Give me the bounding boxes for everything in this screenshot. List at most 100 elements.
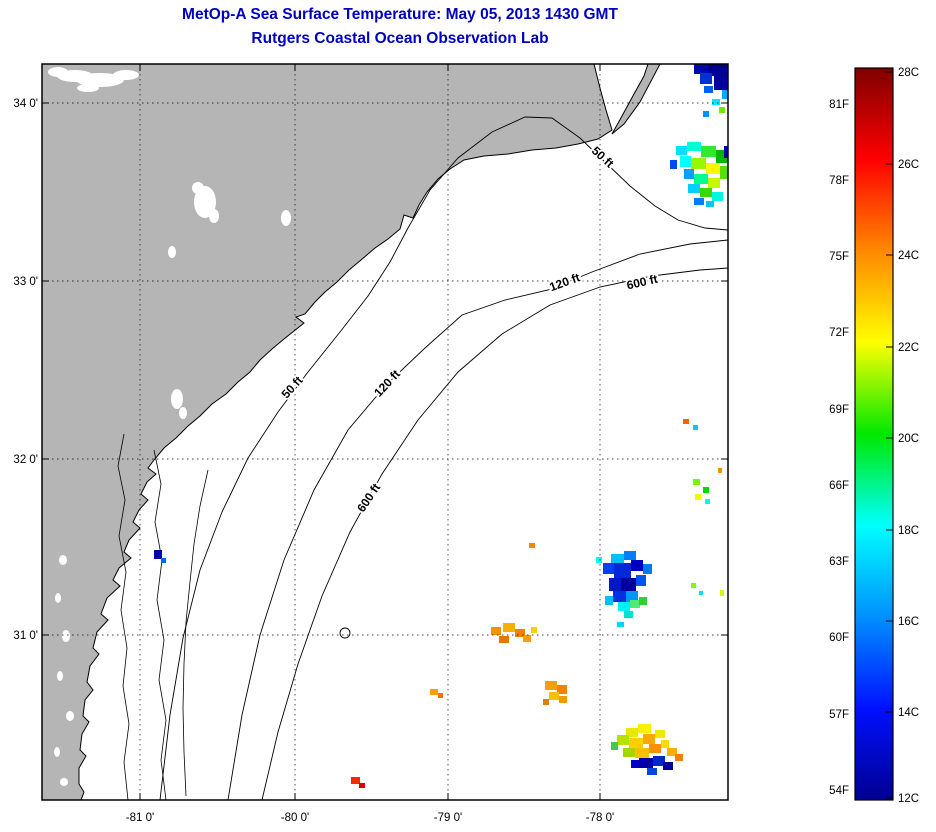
sst-pixel xyxy=(636,575,646,586)
sst-pixel xyxy=(684,169,694,179)
sst-pixel xyxy=(720,166,728,179)
cbar-label-66f: 66F xyxy=(829,480,849,492)
contour-ring xyxy=(339,627,351,639)
sst-pixel xyxy=(712,99,720,105)
sst-pixel xyxy=(631,560,643,571)
cbar-label-12c: 12C xyxy=(898,793,919,805)
sst-pixel xyxy=(688,184,700,193)
sst-pixel xyxy=(694,64,708,74)
sst-pixel xyxy=(675,754,683,761)
sst-pixel xyxy=(724,146,728,158)
cbar-label-18c: 18C xyxy=(898,525,919,537)
sst-pixel xyxy=(643,564,652,574)
x-tick-label-79w: -79 0' xyxy=(434,812,462,824)
sst-pixel xyxy=(613,591,626,602)
cbar-label-20c: 20C xyxy=(898,433,919,445)
sst-pixel xyxy=(655,730,665,738)
colorbar-celsius-labels: 28C 26C 24C 22C 20C 18C 16C 14C 12C xyxy=(898,67,919,805)
sst-pixel xyxy=(643,734,655,744)
sst-pixel xyxy=(693,425,698,430)
map-frame xyxy=(41,63,729,801)
cbar-label-24c: 24C xyxy=(898,250,919,262)
sst-pixel xyxy=(559,696,567,703)
sst-pixel xyxy=(712,192,723,201)
sst-pixel xyxy=(614,563,631,578)
sst-pixel xyxy=(611,742,618,750)
sst-pixel xyxy=(631,760,639,768)
cbar-label-69f: 69F xyxy=(829,404,849,416)
sst-pixel xyxy=(624,611,633,618)
sst-pixel xyxy=(714,76,728,90)
sst-pixel xyxy=(722,90,728,99)
sst-pixel xyxy=(629,738,643,748)
sst-pixel xyxy=(545,681,557,690)
sst-pixel xyxy=(626,591,638,602)
y-tick-label-31n: 31 0' xyxy=(13,630,38,642)
sst-pixel xyxy=(523,635,531,642)
sst-pixel xyxy=(680,156,691,167)
island-lines xyxy=(117,433,209,800)
sst-pixel xyxy=(720,590,724,596)
sst-pixel xyxy=(557,685,567,694)
sst-pixel xyxy=(638,724,651,733)
sst-pixel xyxy=(617,735,629,745)
sst-pixel xyxy=(503,623,515,632)
cloud-patches xyxy=(48,67,291,786)
sst-pixel xyxy=(611,554,624,563)
sst-pixel xyxy=(626,728,638,737)
sst-pixel xyxy=(699,591,703,595)
sst-pixel xyxy=(639,597,647,605)
sst-pixel xyxy=(694,198,704,205)
y-tick-label-34n: 34 0' xyxy=(13,98,38,110)
sst-pixel xyxy=(670,160,677,169)
cbar-label-54f: 54F xyxy=(829,785,849,797)
sst-pixel xyxy=(635,748,649,758)
colorbar: 81F 78F 75F 72F 69F 66F 63F 60F 57F 54F … xyxy=(829,67,919,805)
cbar-label-72f: 72F xyxy=(829,327,849,339)
sst-pixel xyxy=(708,64,728,76)
cape-spit-land xyxy=(611,64,661,135)
sst-pixel xyxy=(649,744,661,753)
axis-ticks xyxy=(42,64,728,800)
sst-pixel xyxy=(499,636,509,643)
sst-pixel xyxy=(515,629,525,637)
sst-pixel xyxy=(700,73,712,84)
sst-pixel xyxy=(691,583,696,588)
sst-pixel xyxy=(154,550,162,559)
x-tick-label-81w: -81 0' xyxy=(126,812,154,824)
sst-pixel xyxy=(705,499,710,504)
contour-120ft xyxy=(227,239,728,800)
sst-pixel xyxy=(703,111,709,117)
sst-pixel xyxy=(624,551,636,560)
cbar-label-78f: 78F xyxy=(829,175,849,187)
cbar-label-81f: 81F xyxy=(829,99,849,111)
sst-pixel xyxy=(161,558,166,563)
sst-pixel xyxy=(531,627,537,633)
x-tick-label-78w: -78 0' xyxy=(586,812,614,824)
contour-600ft xyxy=(261,267,728,800)
sst-pixel xyxy=(543,699,549,705)
contour-50ft xyxy=(159,116,728,800)
sst-pixel xyxy=(661,740,669,748)
cbar-label-16c: 16C xyxy=(898,616,919,628)
sst-pixel xyxy=(617,622,624,627)
sst-pixel xyxy=(596,557,602,563)
cbar-label-57f: 57F xyxy=(829,709,849,721)
x-tick-label-80w: -80 0' xyxy=(281,812,309,824)
sst-pixel xyxy=(491,627,501,635)
y-tick-label-32n: 32 0' xyxy=(13,454,38,466)
sst-pixel-layer xyxy=(154,64,728,788)
sst-pixel xyxy=(693,479,700,485)
sst-pixel xyxy=(549,692,559,700)
sst-pixel xyxy=(694,174,708,184)
sst-pixel xyxy=(603,563,614,574)
sst-pixel xyxy=(667,748,677,756)
sst-pixel xyxy=(529,543,535,548)
sst-pixel xyxy=(701,146,716,157)
sst-pixel xyxy=(683,419,689,424)
sst-pixel xyxy=(706,163,720,174)
sst-pixel xyxy=(430,689,438,695)
sst-pixel xyxy=(639,758,653,768)
cbar-label-28c: 28C xyxy=(898,67,919,79)
